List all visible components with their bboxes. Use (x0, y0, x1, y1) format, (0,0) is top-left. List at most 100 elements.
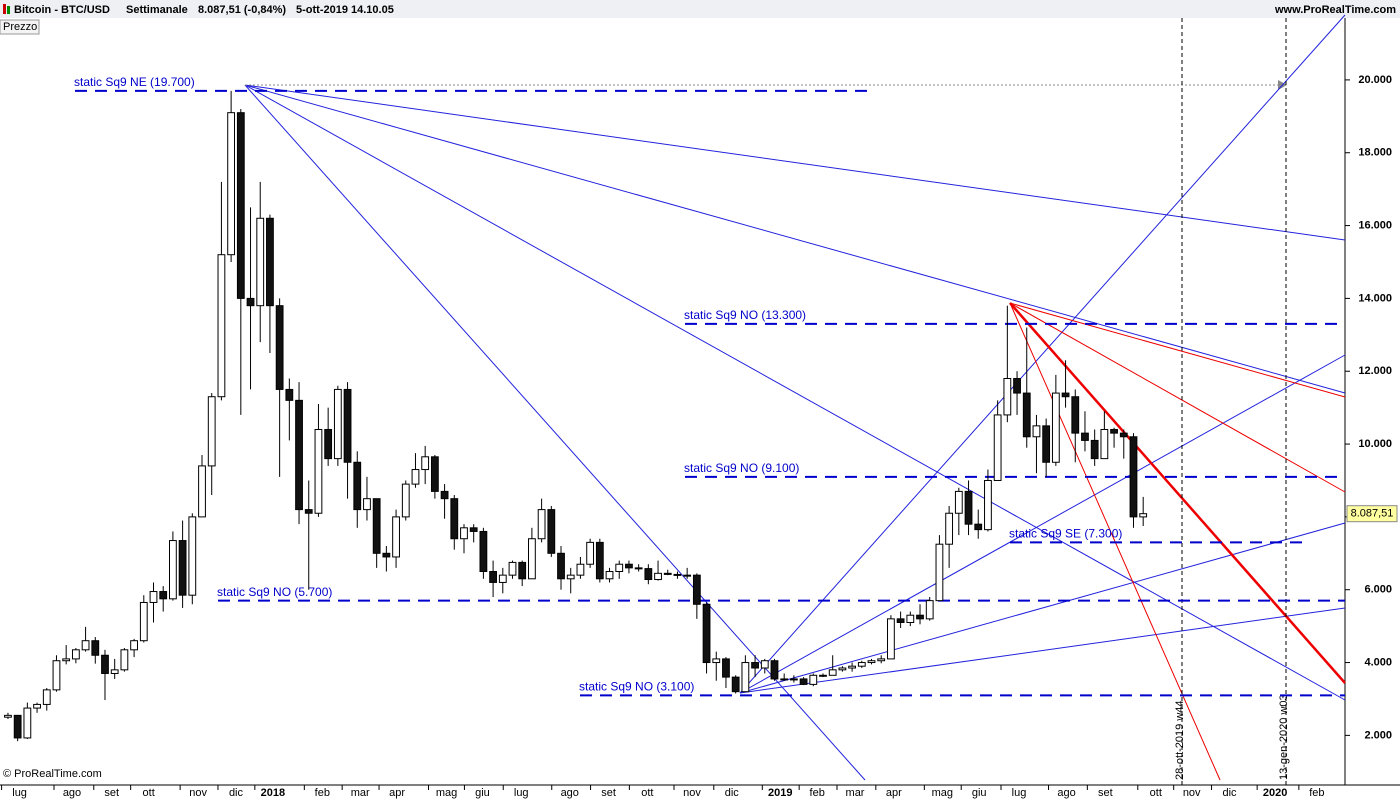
last-price-label: 8.087,51 (1351, 508, 1394, 520)
candle-body (266, 217, 274, 307)
fan-line (739, 607, 1346, 694)
candle-body (304, 509, 313, 514)
y-tick-label: 10.000 (1358, 438, 1392, 450)
candle-body (23, 707, 32, 739)
candle-body (925, 600, 934, 620)
last-price-tag (1346, 505, 1398, 523)
candle-body (722, 658, 730, 678)
candle-body (450, 498, 459, 540)
candle-body (576, 563, 585, 576)
x-tick-label: 2019 (768, 787, 792, 799)
candle-body (528, 538, 536, 580)
candle-body (207, 396, 216, 467)
candle-body (1022, 392, 1031, 438)
candle-body (508, 561, 517, 576)
candle-body (1139, 513, 1148, 518)
x-tick-label: 2020 (1263, 787, 1287, 799)
candle-body (751, 662, 759, 669)
candle-body (848, 665, 856, 669)
candle-body (760, 660, 769, 669)
x-tick-label: ago (63, 787, 81, 799)
candle-body (178, 540, 187, 596)
candle-body (586, 541, 595, 565)
candle-body (770, 660, 779, 680)
x-tick-label: mag (932, 787, 953, 799)
x-tick-label: apr (886, 787, 902, 799)
candle-body (246, 297, 255, 307)
x-tick-label: ago (561, 787, 579, 799)
candle-body (789, 678, 798, 681)
candle-body (333, 388, 342, 460)
x-tick-label: feb (810, 787, 825, 799)
candle-body (469, 527, 478, 532)
candle-body (945, 512, 954, 545)
x-tick-label: lug (514, 787, 529, 799)
level-label: static Sq9 NE (19.700) (74, 75, 195, 89)
fan-line (244, 84, 1346, 394)
candle-body (731, 676, 740, 693)
x-tick-label: lug (12, 787, 27, 799)
icon (3, 4, 6, 14)
x-tick-label: apr (389, 787, 405, 799)
candle-body (1042, 425, 1051, 463)
candle-body (809, 674, 818, 685)
candle-body (81, 640, 90, 651)
x-tick-label: ott (641, 787, 653, 799)
x-tick-label: feb (1309, 787, 1324, 799)
header-bar (0, 0, 1400, 18)
candle-body (799, 678, 808, 685)
candle-body (741, 662, 750, 693)
candle-body (120, 649, 129, 671)
candle-body (363, 498, 371, 511)
candle-body (149, 591, 158, 603)
candle-body (489, 571, 497, 583)
time-line-label: 13-gen-2020 w03 (1278, 694, 1290, 780)
candle-body (838, 667, 847, 671)
y-tick-label: 6.000 (1364, 584, 1392, 596)
candle-body (673, 573, 682, 576)
candle-body (557, 552, 565, 580)
candle-body (372, 498, 381, 554)
candle-body (625, 563, 633, 569)
fan-line (739, 14, 1346, 694)
candle-body (256, 217, 265, 307)
candle-body (1100, 428, 1109, 460)
candle-body (314, 428, 323, 514)
candle-body (537, 509, 546, 540)
copyright: © ProRealTime.com (3, 768, 102, 780)
candle-body (1013, 378, 1021, 394)
x-tick-label: feb (315, 787, 330, 799)
x-tick-label: ott (143, 787, 155, 799)
x-tick-label: set (1098, 787, 1113, 799)
candle-body (1061, 392, 1070, 398)
candle-body (440, 490, 449, 500)
candle-body (1110, 428, 1118, 434)
candle-body (188, 516, 197, 596)
candle-body (1051, 392, 1060, 463)
x-tick-label: nov (683, 787, 701, 799)
candle-body (411, 469, 420, 485)
candle-body (91, 640, 100, 656)
candle-body (906, 614, 915, 623)
candle-body (1003, 378, 1012, 416)
candle-body (984, 479, 992, 531)
candle-body (275, 305, 284, 390)
candle-body (993, 414, 1002, 481)
candle-body (460, 527, 468, 540)
x-tick-label: ago (1057, 787, 1075, 799)
candle-body (1129, 436, 1138, 518)
y-tick-label: 18.000 (1358, 147, 1392, 159)
candle-body (605, 571, 614, 580)
icon (7, 6, 10, 14)
candle-body (130, 640, 138, 651)
candle-body (1090, 439, 1099, 460)
x-tick-label: lug (1012, 787, 1027, 799)
candle-body (819, 674, 827, 677)
candle-body (634, 567, 643, 570)
level-label: static Sq9 NO (5.700) (217, 585, 332, 599)
fan-line (739, 522, 1346, 694)
candle-body (974, 523, 983, 531)
fan-line (244, 84, 1346, 701)
candle-body (518, 561, 527, 580)
